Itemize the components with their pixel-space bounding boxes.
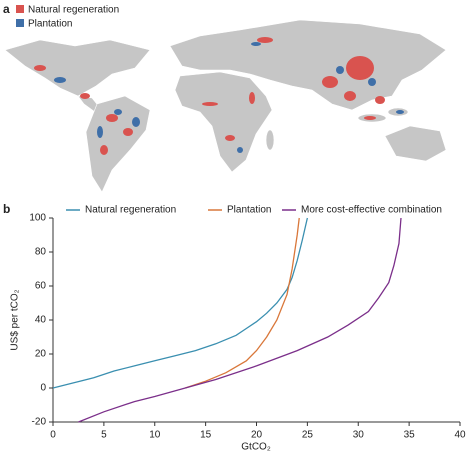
y-tick-label: 60	[35, 281, 47, 292]
x-tick-label: 15	[200, 430, 212, 441]
x-tick-label: 0	[50, 430, 56, 441]
y-tick-label: 0	[40, 383, 46, 394]
x-tick-label: 20	[251, 430, 263, 441]
series-line	[185, 217, 300, 389]
world-map	[4, 19, 447, 193]
x-tick-label: 30	[353, 430, 365, 441]
panel-label: a	[3, 2, 10, 16]
legend-swatch	[16, 5, 24, 13]
y-tick-label: 100	[29, 213, 46, 224]
series-line	[52, 217, 309, 389]
legend-label: Natural regeneration	[85, 205, 176, 216]
y-tick-label: 20	[35, 349, 47, 360]
x-tick-label: 5	[101, 430, 107, 441]
legend-label: Plantation	[28, 19, 72, 30]
legend-swatch	[16, 19, 24, 27]
legend-label: More cost-effective combination	[301, 205, 442, 216]
legend-label: Natural regeneration	[28, 5, 119, 16]
x-tick-label: 35	[404, 430, 416, 441]
y-axis-label: US$ per tCO₂	[10, 289, 21, 350]
y-tick-label: -20	[32, 417, 47, 428]
x-tick-label: 10	[149, 430, 161, 441]
panel-label: b	[3, 202, 10, 216]
x-tick-label: 40	[454, 430, 466, 441]
x-tick-label: 25	[302, 430, 314, 441]
x-axis-label: GtCO₂	[241, 442, 271, 453]
y-tick-label: 80	[35, 247, 47, 258]
legend-label: Plantation	[227, 205, 271, 216]
series-line	[78, 217, 402, 423]
y-tick-label: 40	[35, 315, 47, 326]
